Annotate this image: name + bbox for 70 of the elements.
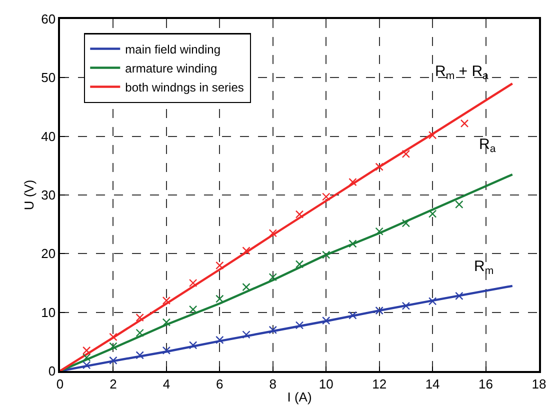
point bbox=[162, 296, 171, 305]
point bbox=[109, 332, 118, 342]
y-tick-label: 30 bbox=[41, 188, 56, 203]
point bbox=[136, 314, 144, 322]
point bbox=[348, 240, 357, 248]
x-tick-label: 16 bbox=[478, 376, 494, 392]
point bbox=[242, 330, 250, 339]
point bbox=[455, 292, 464, 300]
y-tick-label: 10 bbox=[41, 304, 56, 320]
point bbox=[402, 302, 410, 310]
point bbox=[375, 306, 384, 315]
point bbox=[216, 336, 224, 344]
x-tick-label: 2 bbox=[110, 376, 117, 392]
point bbox=[268, 229, 277, 238]
point bbox=[455, 200, 464, 208]
point bbox=[428, 297, 437, 306]
point bbox=[242, 283, 250, 292]
point bbox=[428, 131, 437, 140]
x-tick-label: 14 bbox=[425, 376, 440, 392]
legend-label: both windngs in series bbox=[125, 80, 244, 94]
legend-label: armature winding bbox=[125, 61, 218, 76]
point bbox=[348, 178, 357, 186]
point bbox=[295, 260, 304, 268]
point bbox=[348, 311, 357, 320]
x-tick-label: 6 bbox=[216, 376, 224, 392]
point bbox=[136, 351, 144, 360]
point bbox=[216, 294, 224, 303]
y-tick-label: 60 bbox=[41, 12, 56, 27]
point bbox=[162, 346, 171, 355]
point bbox=[322, 192, 330, 201]
x-axis-title: I (A) bbox=[287, 389, 312, 404]
point bbox=[109, 356, 118, 365]
point bbox=[216, 261, 224, 270]
line-series bbox=[60, 173, 514, 371]
y-tick-label: 50 bbox=[41, 70, 56, 86]
x-tick-label: 18 bbox=[532, 376, 546, 392]
point bbox=[295, 210, 304, 218]
point bbox=[375, 227, 384, 236]
line-series bbox=[60, 82, 514, 371]
point bbox=[295, 321, 304, 330]
point bbox=[268, 326, 277, 334]
point bbox=[402, 219, 410, 228]
point bbox=[460, 119, 469, 128]
legend-label: main field winding bbox=[125, 42, 221, 56]
point bbox=[322, 316, 330, 325]
y-axis-title: U (V) bbox=[22, 180, 37, 210]
x-tick-label: 8 bbox=[269, 376, 277, 392]
point bbox=[82, 353, 91, 362]
point bbox=[402, 150, 410, 158]
point bbox=[268, 273, 277, 282]
annotation: R$_{a}$ bbox=[479, 136, 496, 156]
point bbox=[162, 318, 171, 326]
x-tick-label: 4 bbox=[162, 376, 170, 392]
y-tick-label: 20 bbox=[41, 246, 56, 262]
point bbox=[188, 305, 198, 314]
point bbox=[82, 361, 91, 370]
point bbox=[322, 250, 330, 259]
point bbox=[375, 162, 384, 171]
annotation: R$_{m}$ bbox=[474, 258, 494, 278]
y-tick-label: 40 bbox=[41, 128, 56, 144]
point bbox=[242, 246, 250, 255]
point bbox=[82, 346, 91, 355]
point bbox=[136, 328, 144, 337]
x-tick-label: 12 bbox=[372, 376, 387, 392]
point bbox=[428, 210, 437, 218]
point bbox=[188, 278, 198, 288]
point bbox=[188, 341, 198, 350]
x-tick-label: 10 bbox=[318, 376, 334, 392]
point bbox=[109, 342, 118, 350]
y-tick-label: 0 bbox=[48, 364, 56, 379]
